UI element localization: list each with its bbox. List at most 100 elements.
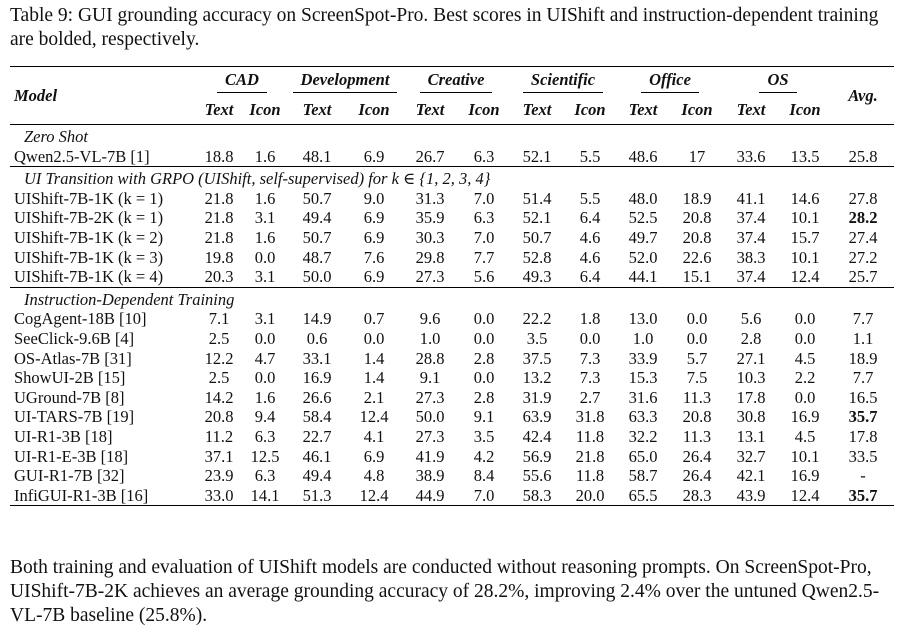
score-cell: 5.7 [686,348,708,368]
score-cell: 5.6 [473,267,495,287]
score-cell: 4.2 [473,446,495,466]
score-cell: 11.2 [204,426,234,446]
score-cell: 30.8 [736,407,766,427]
table-row: UIShift-7B-1K (k = 3) 19.8 0.0 48.7 7.6 29.8 7… [10,248,894,268]
score-cell: 7.7 [473,247,495,267]
model-name: UIShift-7B-1K (k = 4) [14,267,164,287]
score-cell: 55.6 [522,466,552,486]
score-cell: 48.1 [302,146,332,166]
score-cell: 14.2 [204,387,234,407]
avg-cell: 16.5 [848,387,878,407]
model-name: UI-R1-E-3B [18] [14,446,129,466]
section-header: UI Transition with GRPO (UIShift, self-s… [10,166,894,189]
score-cell: 12.4 [359,485,389,505]
score-cell: 16.9 [790,466,820,486]
header-model: Model [14,85,58,105]
score-cell: 18.8 [204,146,234,166]
score-cell: 56.9 [522,446,552,466]
score-cell: 43.9 [736,485,766,505]
score-cell: 2.8 [740,328,762,348]
score-cell: 28.3 [682,485,712,505]
score-cell: 63.9 [522,407,552,427]
score-cell: 4.6 [579,227,601,247]
avg-cell: 35.7 [848,485,878,505]
score-cell: 6.9 [363,267,385,287]
score-cell: 42.4 [522,426,552,446]
header-group-office: Office [616,67,724,97]
score-cell: 37.5 [522,348,552,368]
score-cell: 7.0 [473,227,495,247]
score-cell: 12.4 [790,485,820,505]
score-cell: 14.6 [790,188,820,208]
score-cell: 41.1 [736,188,766,208]
table-row: UI-R1-3B [18] 11.2 6.3 22.7 4.1 27.3 3.5 42.4 11… [10,427,894,447]
score-cell: 0.0 [794,309,816,329]
score-cell: 27.1 [736,348,766,368]
avg-cell: 17.8 [848,426,878,446]
avg-cell: 35.7 [848,407,878,427]
table-caption: Table 9: GUI grounding accuracy on Scree… [10,5,879,50]
score-cell: 12.5 [250,446,280,466]
score-cell: 7.3 [579,348,601,368]
model-name: Qwen2.5-VL-7B [1] [14,146,150,166]
score-cell: 49.4 [302,466,332,486]
score-cell: 0.0 [254,368,276,388]
table-row: InfiGUI-R1-3B [16] 33.0 14.1 51.3 12.4 44.9 7.… [10,486,894,506]
score-cell: 5.5 [579,188,601,208]
score-cell: 1.4 [363,368,385,388]
table-row: UIShift-7B-1K (k = 4) 20.3 3.1 50.0 6.9 27.3 5… [10,267,894,287]
score-cell: 52.8 [522,247,552,267]
header-icon: Icon [249,100,281,120]
score-cell: 23.9 [204,466,234,486]
header-group-label: Development [292,70,398,94]
score-cell: 0.0 [579,328,601,348]
score-cell: 0.0 [686,309,708,329]
section-header: Zero Shot [10,124,894,147]
score-cell: 1.8 [579,309,601,329]
header-group-scientific: Scientific [510,67,616,97]
score-cell: 14.9 [302,309,332,329]
results-table: Model CAD Development Creative Scientifi… [10,66,894,506]
header-subrow: Text Icon Text Icon Text Icon Text Icon … [10,97,894,125]
score-cell: 6.3 [254,466,276,486]
score-cell: 38.3 [736,247,766,267]
score-cell: 0.0 [254,247,276,267]
score-cell: 3.1 [254,309,276,329]
score-cell: 26.4 [682,466,712,486]
score-cell: 17.8 [736,387,766,407]
score-cell: 7.5 [686,368,708,388]
score-cell: 21.8 [575,446,605,466]
score-cell: 50.0 [415,407,445,427]
score-cell: 20.8 [204,407,234,427]
score-cell: 15.7 [790,227,820,247]
header-group-cad: CAD [196,67,288,97]
score-cell: 9.0 [363,188,385,208]
score-cell: 20.8 [682,227,712,247]
header-text: Text [522,100,552,120]
avg-cell: 25.8 [848,146,878,166]
score-cell: 1.6 [254,387,276,407]
score-cell: 29.8 [415,247,445,267]
avg-cell: 27.8 [848,188,878,208]
score-cell: 26.7 [415,146,445,166]
score-cell: 17 [688,146,706,166]
score-cell: 21.8 [204,227,234,247]
header-group-label: Scientific [522,70,604,94]
score-cell: 4.8 [363,466,385,486]
score-cell: 22.2 [522,309,552,329]
avg-cell: 27.2 [848,247,878,267]
score-cell: 28.8 [415,348,445,368]
score-cell: 0.0 [794,328,816,348]
avg-cell: 27.4 [848,227,878,247]
score-cell: 16.9 [790,407,820,427]
score-cell: 12.2 [204,348,234,368]
score-cell: 46.1 [302,446,332,466]
score-cell: 2.8 [473,387,495,407]
header-group-label: OS [759,70,797,94]
score-cell: 3.1 [254,208,276,228]
score-cell: 4.7 [254,348,276,368]
header-icon: Icon [574,100,606,120]
score-cell: 15.3 [628,368,658,388]
table-row: SeeClick-9.6B [4] 2.5 0.0 0.6 0.0 1.0 0.0 3.5 0.… [10,329,894,349]
score-cell: 20.3 [204,267,234,287]
